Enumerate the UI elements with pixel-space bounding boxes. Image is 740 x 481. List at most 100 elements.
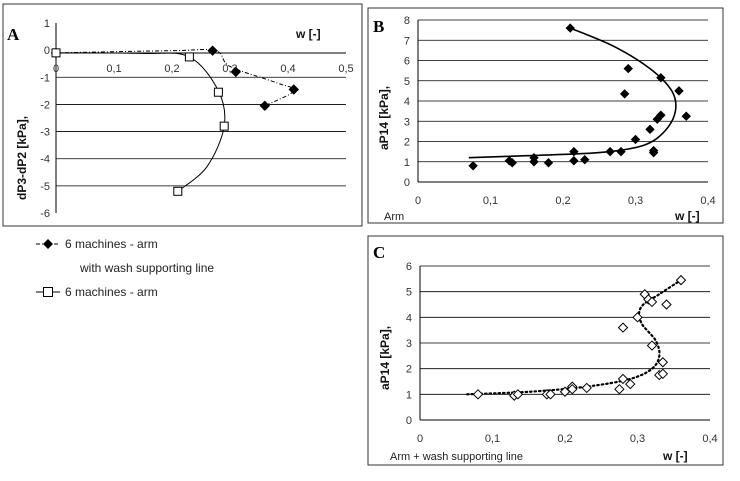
legend-label-2: 6 machines - arm [65,285,158,299]
panel-b-y-label: aP14 [kPa], [377,86,391,150]
data-point-diamond [230,66,242,78]
legend: 6 machines - arm with wash supporting li… [36,237,214,299]
y-tick-label: 1 [44,18,50,30]
data-point-diamond-open [617,322,629,333]
data-point-diamond [288,84,300,95]
panel-c-y-label: aP14 [kPa], [378,326,392,390]
legend-square-marker [43,287,53,297]
panel-b-x-ticks: 0 0,1 0,2 0,3 0,4 [415,195,716,207]
panel-b-letter: B [373,17,384,36]
panel-c-note: Arm + wash supporting line [390,451,523,463]
x-tick-label: 0,2 [555,195,570,207]
y-tick-label: 1 [406,389,412,401]
panel-a-x-label: w [-] [295,27,321,41]
x-tick-label: 0,3 [628,195,643,207]
panel-c-letter: C [373,243,385,262]
data-point-diamond [630,134,641,145]
data-point-diamond-open [646,340,658,351]
data-point-diamond [648,147,659,158]
data-point-diamond-open [675,274,687,286]
y-tick-label: 8 [404,15,410,27]
x-tick-label: 0,2 [164,63,179,75]
data-point-diamond [507,158,517,168]
x-tick-label: 0,3 [630,433,645,445]
y-tick-label: 0 [406,415,412,427]
data-point-square [219,121,229,131]
data-point-diamond-open [657,368,669,380]
data-point-diamond-open [632,312,643,323]
panel-a-series [50,45,300,196]
legend-diamond-marker [43,239,53,249]
data-point-diamond [674,86,684,96]
y-tick-label: -1 [40,72,50,84]
x-tick-label: 0 [417,433,423,445]
data-point-diamond [543,158,554,168]
panel-b-series [468,23,691,171]
data-point-diamond [565,23,575,33]
data-point-diamond-open [567,383,578,395]
y-tick-label: 5 [406,287,412,299]
data-point-diamond [645,124,655,135]
data-point-diamond [569,146,579,157]
panel-b: B 0 1 2 3 4 5 6 7 8 0 0,1 0,2 0,3 0,4 Arm w [-] aP14… [367,7,724,224]
panel-b-note: Arm [384,211,404,223]
y-tick-label: -5 [40,181,50,193]
data-point-diamond-open [661,299,672,310]
panel-a-x-ticks: 0 0,1 0,2 0,3 0,4 0,5 [53,63,354,75]
data-point-diamond [616,146,626,157]
panel-a-y-label: dP3-dP2 [kPa], [15,116,29,200]
panel-a-letter: A [7,25,20,44]
panel-c-series [466,274,687,401]
data-point-diamond [259,100,271,111]
data-point-square [51,48,61,58]
x-tick-label: 0,1 [483,195,498,207]
panel-c-x-ticks: 0 0,1 0,2 0,3 0,4 [417,433,718,445]
data-point-diamond [681,111,691,121]
x-tick-label: 0 [415,195,421,207]
panel-a-gridlines [56,76,346,187]
panel-b-y-ticks: 0 1 2 3 4 5 6 7 8 [404,15,410,189]
panel-b-gridlines [418,19,708,163]
data-point-diamond-open [625,378,636,390]
legend-label-1-line2: with wash supporting line [79,261,214,275]
data-point-diamond [623,63,633,74]
x-tick-label: 0,1 [485,433,500,445]
data-point-diamond [580,155,590,165]
y-tick-label: -6 [40,208,50,220]
y-tick-label: -3 [40,127,50,139]
panel-a-frame [2,3,363,227]
data-point-diamond-open [614,383,625,395]
panel-c-y-ticks: 0 1 2 3 4 5 6 [406,261,412,427]
y-tick-label: 2 [406,364,412,376]
y-tick-label: -4 [40,154,50,166]
x-tick-label: 0,4 [702,433,717,445]
panel-a: A 10-1-2-3-4-5-6 0 0,1 0,2 0,3 0,4 0,5 w [-] … [2,3,363,227]
data-point-diamond [605,146,615,157]
data-point-diamond [619,89,630,99]
panel-c: C 0 1 2 3 4 5 6 0 0,1 0,2 0,3 0,4 Arm + wash suppo… [367,235,724,466]
y-tick-label: 7 [404,35,410,47]
data-point-square [184,52,194,62]
y-tick-label: 3 [404,116,410,128]
x-tick-label: 0,2 [557,433,572,445]
data-point-diamond [207,45,218,56]
y-tick-label: 1 [404,157,410,169]
data-point-diamond-open [472,389,484,400]
y-tick-label: 5 [404,76,410,88]
data-point-diamond-open [581,382,592,394]
x-tick-label: 0,4 [700,195,715,207]
data-point-diamond-open [617,373,629,385]
data-point-diamond [656,73,666,83]
data-point-diamond [529,152,539,163]
x-tick-label: 0,4 [280,63,295,75]
y-tick-label: 4 [406,312,412,324]
data-point-diamond [656,110,666,120]
y-tick-label: 6 [406,261,412,273]
data-point-square [173,186,183,196]
data-point-diamond-open [545,389,556,400]
y-tick-label: 0 [44,45,50,57]
y-tick-label: -2 [40,99,50,111]
panel-c-frame [367,235,724,466]
data-point-diamond-open [657,357,669,368]
